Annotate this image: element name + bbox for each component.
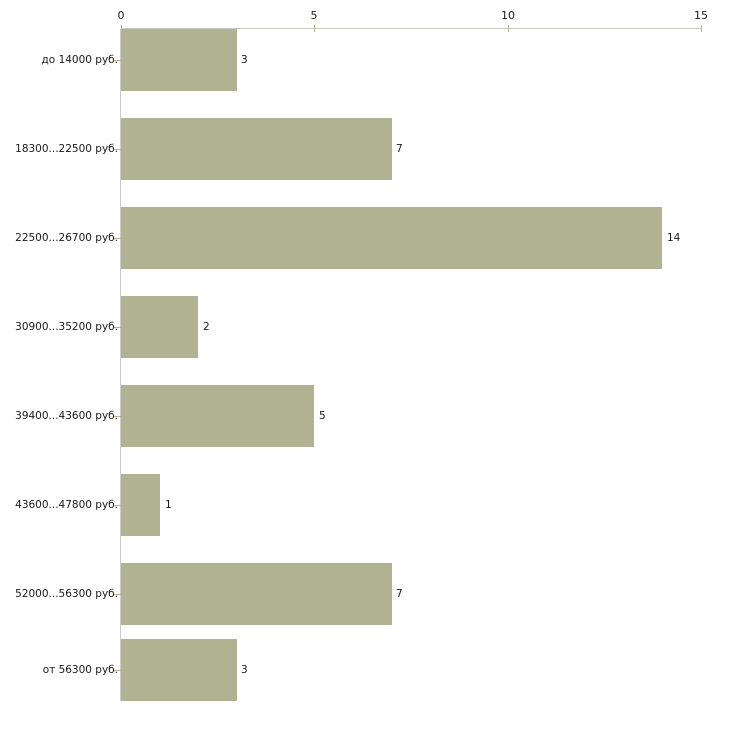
x-axis-tick xyxy=(314,25,315,32)
bar-value-label: 3 xyxy=(241,54,248,66)
y-axis-category-label: от 56300 руб. xyxy=(42,664,118,676)
bar-value-label: 3 xyxy=(241,664,248,676)
y-axis-tick xyxy=(114,238,121,239)
y-axis-tick xyxy=(114,327,121,328)
bar-value-label: 2 xyxy=(203,321,210,333)
y-axis-tick xyxy=(114,670,121,671)
y-axis-category-label: до 14000 руб. xyxy=(41,54,118,66)
y-axis-tick xyxy=(114,594,121,595)
bar xyxy=(121,29,237,91)
bar-value-label: 5 xyxy=(319,410,326,422)
x-axis-tick-label: 10 xyxy=(501,9,515,22)
bar xyxy=(121,118,392,180)
bar-value-label: 1 xyxy=(165,499,172,511)
y-axis-category-label: 22500...26700 руб. xyxy=(15,232,118,244)
y-axis-tick xyxy=(114,416,121,417)
y-axis-category-label: 18300...22500 руб. xyxy=(15,143,118,155)
bar-value-label: 14 xyxy=(667,232,681,244)
bar xyxy=(121,474,160,536)
x-axis-tick-label: 0 xyxy=(117,9,125,22)
bar xyxy=(121,639,237,701)
x-axis-line xyxy=(121,28,702,29)
y-axis-category-label: 43600...47800 руб. xyxy=(15,499,118,511)
x-axis-tick-label: 5 xyxy=(310,9,318,22)
y-axis-tick xyxy=(114,149,121,150)
x-axis-tick xyxy=(508,25,509,32)
bar xyxy=(121,563,392,625)
bar-value-label: 7 xyxy=(396,143,403,155)
y-axis-tick xyxy=(114,505,121,506)
bar xyxy=(121,207,662,269)
y-axis-line xyxy=(120,29,121,701)
x-axis-tick xyxy=(701,25,702,32)
x-axis-tick xyxy=(121,25,122,32)
bar xyxy=(121,385,314,447)
y-axis-tick xyxy=(114,60,121,61)
bar-value-label: 7 xyxy=(396,588,403,600)
y-axis-category-label: 39400...43600 руб. xyxy=(15,410,118,422)
y-axis-category-label: 52000...56300 руб. xyxy=(15,588,118,600)
y-axis-category-label: 30900...35200 руб. xyxy=(15,321,118,333)
x-axis-tick-label: 15 xyxy=(694,9,708,22)
bar xyxy=(121,296,198,358)
